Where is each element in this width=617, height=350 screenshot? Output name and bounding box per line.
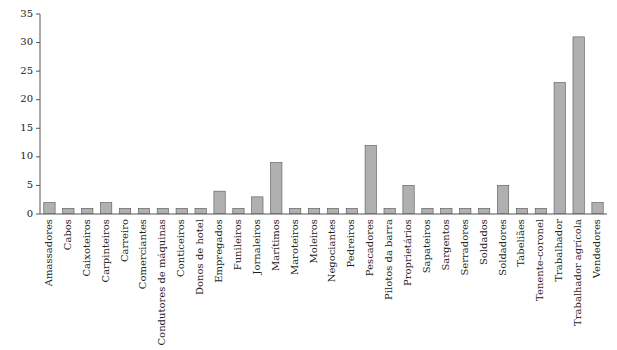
y-tick-label: 20	[20, 93, 33, 104]
bar	[516, 208, 527, 214]
bar	[195, 208, 206, 214]
y-tick	[36, 214, 40, 215]
x-tick-label: Marítimos	[270, 219, 281, 271]
x-axis-line	[40, 214, 607, 215]
y-tick-label: 0	[27, 208, 33, 219]
bar	[535, 208, 546, 214]
bar	[327, 208, 338, 214]
x-tick-label: Funileiros	[232, 219, 243, 270]
bars	[44, 37, 603, 214]
y-tick	[36, 156, 40, 157]
chart-container: 0 5 10 15 20 25 30 35 Amassadores Cabos Caixoteiro…	[0, 0, 617, 350]
x-tick-label: Tenente-coronel	[534, 219, 545, 301]
x-tick-label: Cabos	[62, 219, 73, 250]
y-tick-label: 10	[20, 150, 33, 161]
x-tick-label: Sargentos	[440, 219, 451, 271]
x-tick-label: Amassadores	[43, 219, 54, 287]
bar	[308, 208, 319, 214]
chart-svg: 0 5 10 15 20 25 30 35 Amassadores Cabos Caixoteiro…	[0, 0, 617, 350]
x-tick-label: Comerciantes	[137, 219, 148, 289]
x-tick-label: Vendedores	[591, 219, 602, 279]
x-tick-label: Empregados	[213, 219, 224, 283]
bar	[592, 203, 603, 214]
y-tick	[36, 14, 40, 15]
x-tick-label: Tabeliães	[515, 219, 526, 267]
y-axis-line	[40, 14, 41, 214]
x-axis: Amassadores Cabos Caixoteiros Carpinteiros C…	[40, 214, 607, 346]
y-tick	[36, 71, 40, 72]
y-tick	[36, 128, 40, 129]
bar	[554, 83, 565, 214]
bar	[214, 191, 225, 214]
bar	[63, 208, 74, 214]
bar	[176, 208, 187, 214]
bar	[573, 37, 584, 214]
x-tick-label: Sapateiros	[421, 219, 432, 273]
x-tick-label: Carreiro	[119, 219, 130, 262]
x-tick-label: Soldados	[478, 219, 489, 265]
y-axis: 0 5 10 15 20 25 30 35	[20, 8, 40, 219]
bar	[100, 203, 111, 214]
x-tick-label: Pilotos da barra	[383, 219, 394, 300]
bar	[460, 208, 471, 214]
x-tick-label: Carpinteiros	[100, 219, 111, 283]
bar	[289, 208, 300, 214]
x-tick-label: Maroteiros	[289, 219, 300, 275]
x-tick-label: Trabalhador	[553, 219, 564, 282]
x-tick-label: Proprietários	[402, 219, 413, 286]
x-tick-label: Pescadores	[364, 219, 375, 276]
bar	[497, 185, 508, 214]
bar	[271, 163, 282, 214]
x-tick-label: Donos de hotel	[194, 219, 205, 295]
bar	[233, 208, 244, 214]
x-tick-label: Negociantes	[326, 219, 337, 282]
bar	[119, 208, 130, 214]
bar	[157, 208, 168, 214]
bar	[365, 145, 376, 214]
y-tick-label: 30	[20, 36, 33, 47]
x-tick-label: Jornaleiros	[251, 219, 262, 275]
bar	[138, 208, 149, 214]
y-tick	[36, 99, 40, 100]
bar	[441, 208, 452, 214]
x-tick-label: Trabalhador agrícola	[572, 219, 583, 326]
bar	[403, 185, 414, 214]
y-tick	[36, 185, 40, 186]
bar	[82, 208, 93, 214]
y-tick-label: 15	[20, 122, 33, 133]
bar	[384, 208, 395, 214]
x-tick-label: Conticeiros	[175, 219, 186, 277]
y-tick-label: 25	[20, 65, 33, 76]
bar	[346, 208, 357, 214]
x-tick-label: Serradores	[459, 219, 470, 276]
x-tick-label: Condutores de máquinas	[156, 219, 167, 346]
x-tick-label: Caixoteiros	[81, 219, 92, 277]
y-tick-label: 5	[27, 179, 33, 190]
x-tick-label: Moleiros	[308, 219, 319, 264]
bar	[478, 208, 489, 214]
x-tick-label: Pedreiros	[345, 219, 356, 267]
bar	[44, 203, 55, 214]
y-tick-label: 35	[20, 8, 33, 19]
y-tick	[36, 42, 40, 43]
bar	[422, 208, 433, 214]
x-tick-label: Soldadores	[497, 219, 508, 276]
bar	[252, 197, 263, 214]
